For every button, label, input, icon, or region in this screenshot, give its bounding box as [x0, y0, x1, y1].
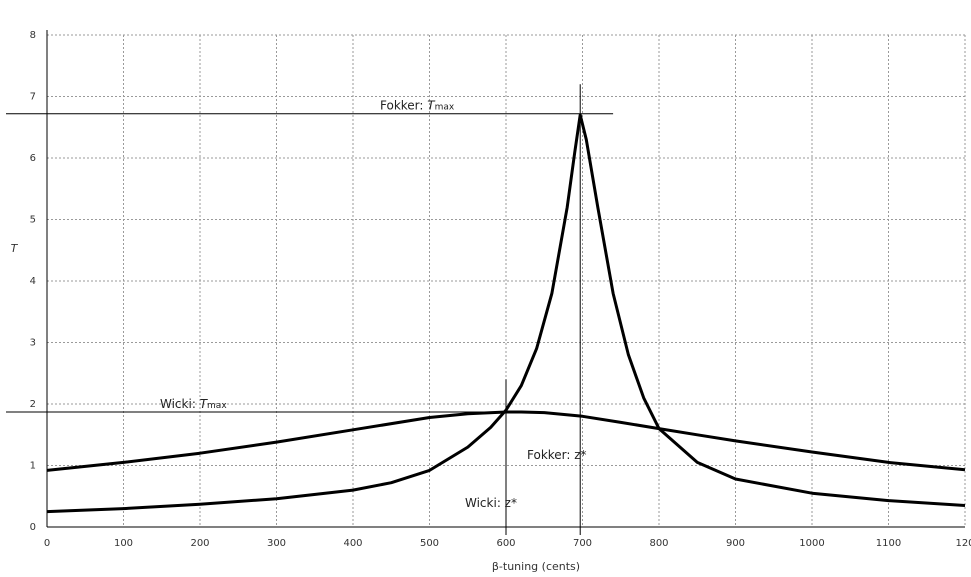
fokker-tmax-var: T: [427, 99, 436, 113]
y-tick-label: 5: [30, 215, 36, 226]
y-tick-label: 2: [30, 399, 36, 410]
x-tick-label: 300: [267, 538, 286, 549]
series-group: [46, 113, 966, 514]
y-tick-label: 7: [30, 92, 36, 103]
x-axis-label: β-tuning (cents): [492, 560, 580, 573]
x-tick-label: 120: [955, 538, 971, 549]
x-tick-label: 1100: [876, 538, 901, 549]
x-tick-label: 0: [44, 538, 50, 549]
x-tick-label: 800: [649, 538, 668, 549]
y-tick-label: 6: [30, 153, 36, 164]
wicki-tmax-sub: max: [207, 401, 227, 411]
tick-labels: 0100200300400500600700800900100011001200…: [30, 30, 971, 549]
x-tick-label: 600: [496, 538, 515, 549]
series-line-fokker: [46, 113, 966, 514]
wicki-z-annotation: Wicki: z*: [465, 496, 517, 510]
x-tick-label: 200: [190, 538, 209, 549]
x-tick-label: 400: [343, 538, 362, 549]
y-tick-label: 0: [30, 522, 36, 533]
wicki-tmax-annotation: Wicki: Tmax: [160, 397, 227, 411]
wicki-tmax-var: T: [200, 397, 209, 411]
y-tick-label: 4: [30, 276, 36, 287]
y-tick-label: 8: [30, 30, 36, 41]
fokker-tmax-annotation: Fokker: Tmax: [380, 99, 455, 113]
reference-lines: [6, 84, 614, 535]
fokker-z-annotation: Fokker: z*: [527, 448, 587, 462]
wicki-tmax-prefix: Wicki:: [160, 397, 200, 411]
y-tick-label: 1: [30, 461, 36, 472]
y-axis-label: T: [11, 242, 19, 255]
fokker-tmax-prefix: Fokker:: [380, 99, 427, 113]
x-tick-label: 700: [573, 538, 592, 549]
x-tick-label: 1000: [799, 538, 824, 549]
series-line-wicki: [46, 410, 966, 472]
y-tick-label: 3: [30, 338, 36, 349]
x-tick-label: 500: [420, 538, 439, 549]
fokker-tmax-sub: max: [435, 103, 455, 113]
x-tick-label: 900: [726, 538, 745, 549]
gridlines: [47, 34, 966, 527]
x-tick-label: 100: [114, 538, 133, 549]
